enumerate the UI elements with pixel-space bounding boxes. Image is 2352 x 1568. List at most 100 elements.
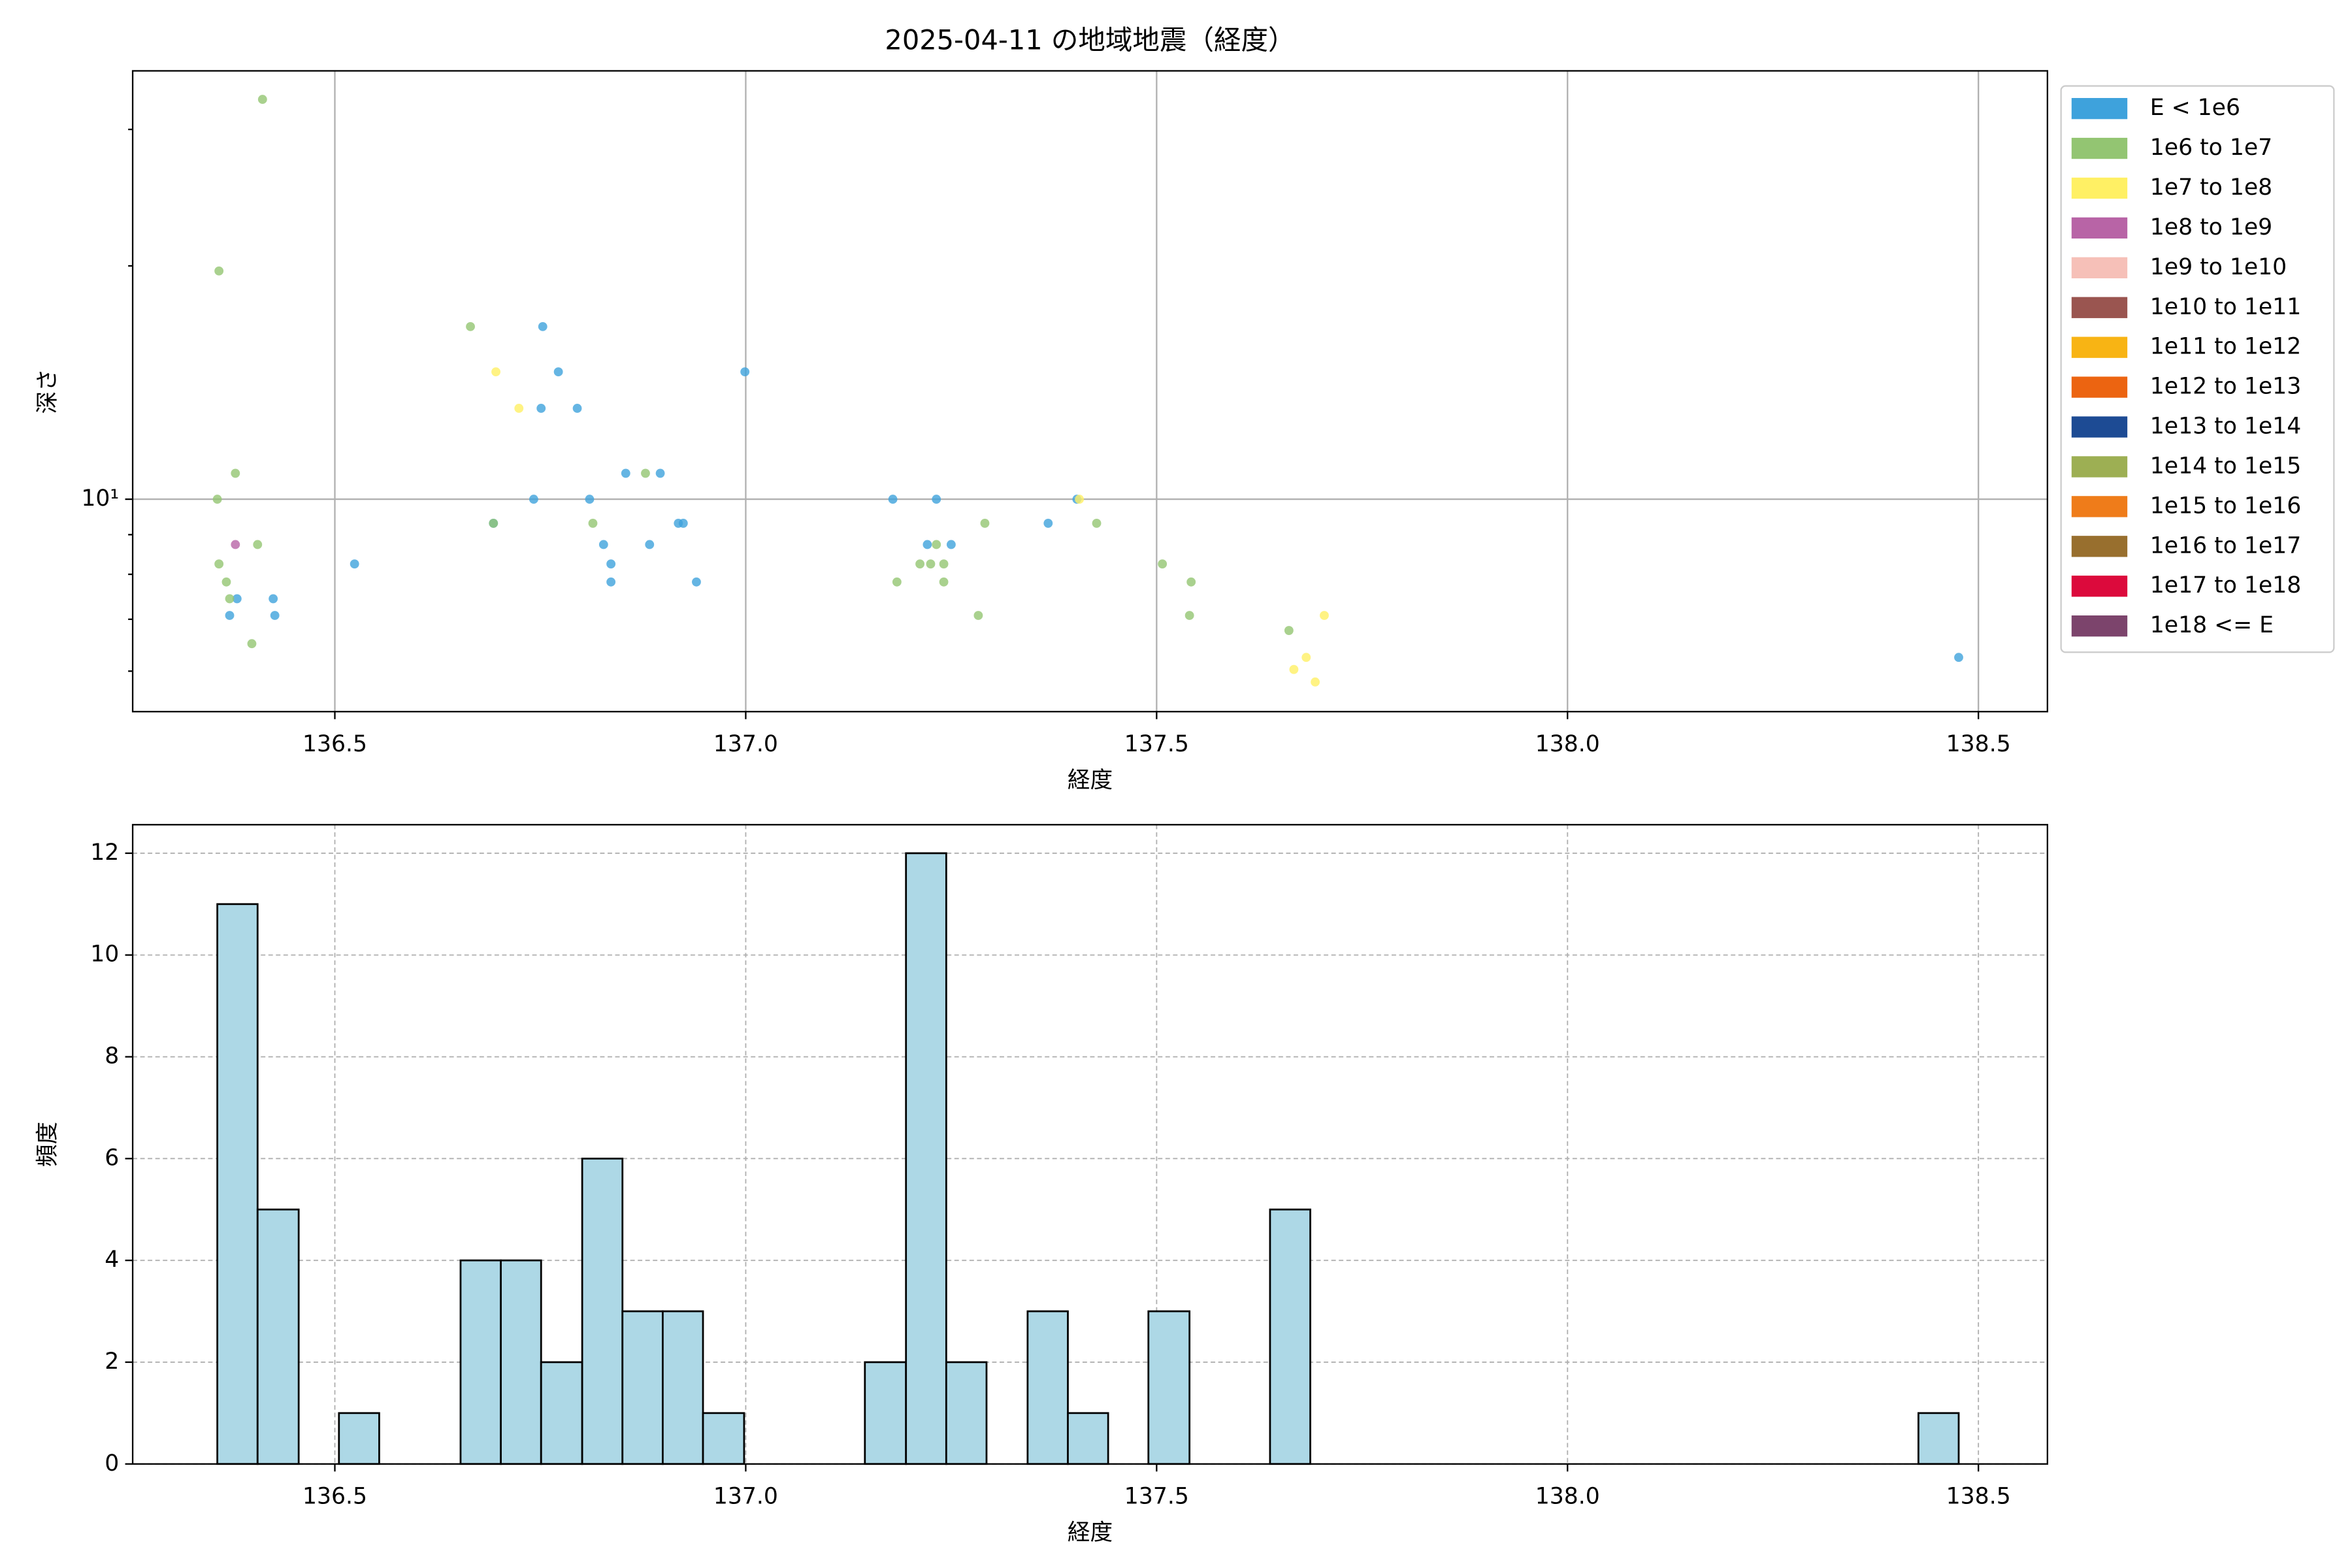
bar: [1147, 1310, 1191, 1465]
point: [888, 495, 898, 504]
legend-swatch: [2071, 615, 2128, 637]
point: [1301, 653, 1311, 662]
point: [1158, 559, 1168, 569]
point: [606, 577, 616, 587]
point: [257, 95, 267, 105]
point: [678, 518, 688, 528]
bar: [905, 852, 947, 1465]
x-tick-label: 138.5: [1946, 731, 2011, 757]
y-tick-label: 4: [105, 1247, 119, 1273]
point: [1284, 626, 1294, 635]
point: [214, 559, 224, 569]
point: [588, 518, 598, 528]
point: [221, 577, 231, 587]
point: [214, 266, 224, 276]
point: [350, 559, 359, 569]
y-tick-label: 2: [105, 1348, 119, 1375]
legend-label: 1e8 to 1e9: [2150, 214, 2272, 240]
point: [232, 594, 242, 604]
legend-label: 1e9 to 1e10: [2150, 254, 2287, 280]
bar: [459, 1259, 502, 1465]
y-tick-label: 10¹: [81, 485, 119, 512]
bar: [702, 1412, 745, 1465]
x-tick-label: 138.5: [1946, 1484, 2011, 1510]
point: [1311, 677, 1320, 687]
y-tick-label: 0: [105, 1450, 119, 1477]
legend-label: 1e6 to 1e7: [2150, 135, 2272, 161]
point: [231, 468, 240, 478]
point: [1075, 495, 1085, 504]
point: [225, 611, 235, 620]
point: [926, 559, 936, 569]
point: [572, 404, 582, 413]
point: [946, 540, 956, 549]
point: [932, 495, 941, 504]
point: [923, 540, 932, 549]
plot-frame: [131, 824, 2048, 1465]
point: [489, 518, 498, 528]
point: [606, 559, 616, 569]
point: [692, 577, 701, 587]
point: [491, 367, 500, 377]
legend-swatch: [2071, 177, 2128, 199]
point: [253, 540, 263, 549]
y-axis-label: 頻度: [35, 1122, 61, 1167]
legend-label: 1e16 to 1e17: [2150, 532, 2301, 559]
x-tick-label: 136.5: [302, 731, 367, 757]
point: [1186, 577, 1196, 587]
x-axis-label: 経度: [1068, 1520, 1113, 1546]
legend-label: 1e11 to 1e12: [2150, 334, 2301, 360]
legend-swatch: [2071, 336, 2128, 358]
point: [553, 367, 563, 377]
legend-swatch: [2071, 257, 2128, 278]
legend-swatch: [2071, 456, 2128, 478]
legend-label: 1e15 to 1e16: [2150, 493, 2301, 519]
legend-label: 1e7 to 1e8: [2150, 174, 2272, 201]
bar: [621, 1310, 664, 1465]
point: [270, 611, 280, 620]
point: [621, 468, 630, 478]
point: [939, 559, 949, 569]
x-tick-label: 138.0: [1535, 731, 1600, 757]
legend-swatch: [2071, 217, 2128, 239]
legend-swatch: [2071, 496, 2128, 517]
point: [1289, 664, 1299, 674]
y-tick-label: 12: [90, 840, 119, 866]
point: [529, 495, 538, 504]
point: [585, 495, 595, 504]
bar: [500, 1259, 542, 1465]
y-axis-label: 深さ: [35, 368, 61, 414]
x-tick-label: 137.5: [1124, 731, 1189, 757]
point: [466, 321, 475, 331]
y-tick-label: 6: [105, 1145, 119, 1171]
x-axis-label: 経度: [1068, 767, 1113, 793]
point: [514, 404, 524, 413]
point: [740, 367, 750, 377]
point: [932, 540, 941, 549]
point: [641, 468, 650, 478]
point: [1043, 518, 1053, 528]
bar: [1917, 1412, 1960, 1465]
bar: [216, 903, 259, 1465]
point: [598, 540, 608, 549]
legend-swatch: [2071, 376, 2128, 398]
legend-label: 1e14 to 1e15: [2150, 453, 2301, 479]
bar: [256, 1208, 300, 1465]
bar: [338, 1412, 380, 1465]
y-tick-label: 10: [90, 941, 119, 968]
legend-swatch: [2071, 297, 2128, 318]
point: [655, 468, 665, 478]
bar: [1067, 1412, 1109, 1465]
point: [247, 639, 257, 649]
point: [212, 495, 222, 504]
bar: [540, 1361, 583, 1465]
point: [915, 559, 925, 569]
legend-swatch: [2071, 416, 2128, 438]
point: [1954, 653, 1963, 662]
point: [536, 404, 546, 413]
point: [892, 577, 902, 587]
legend-label: 1e17 to 1e18: [2150, 572, 2301, 598]
legend-label: E < 1e6: [2150, 95, 2240, 121]
x-tick-label: 137.0: [713, 731, 778, 757]
